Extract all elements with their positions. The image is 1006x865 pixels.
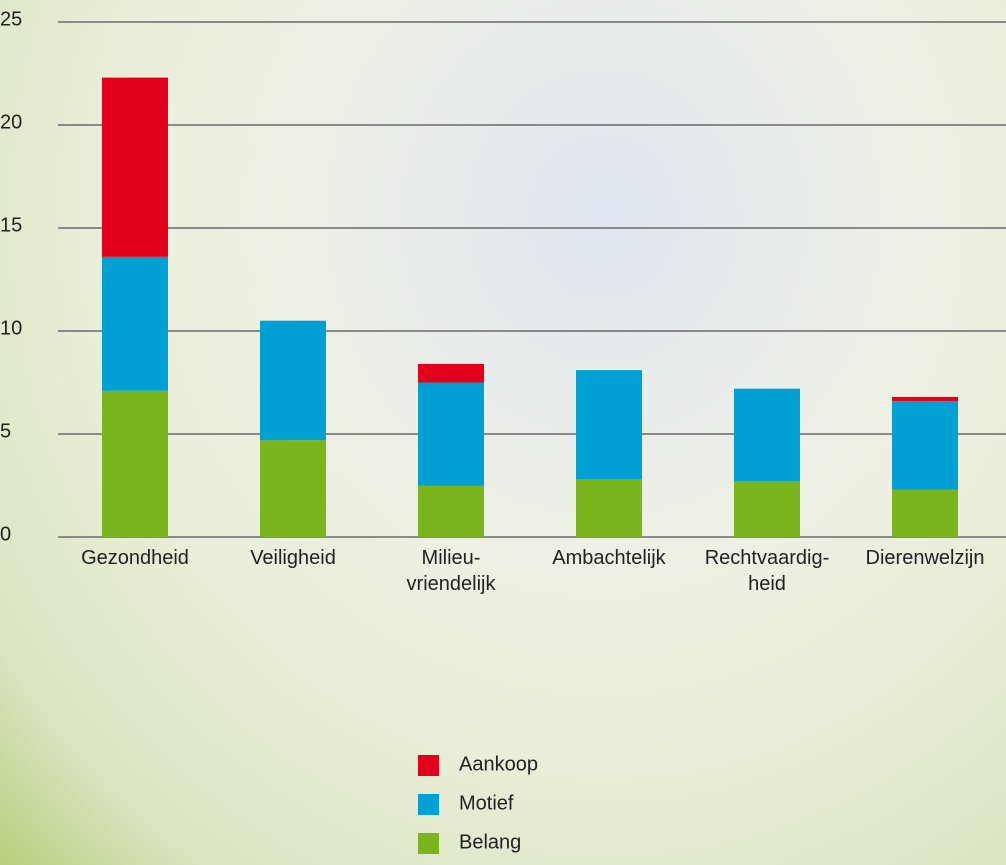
bar-segment bbox=[102, 78, 168, 257]
bar-segment bbox=[260, 321, 326, 440]
x-tick-label: Rechtvaardig- heid bbox=[687, 545, 847, 597]
y-tick-label: 0 bbox=[0, 523, 11, 545]
bar-segment bbox=[892, 490, 958, 537]
bar-segment bbox=[418, 364, 484, 383]
legend-swatch bbox=[418, 755, 439, 776]
bar-segment bbox=[576, 370, 642, 479]
x-tick-label: Veiligheid bbox=[213, 545, 373, 571]
bar-segment bbox=[892, 397, 958, 401]
y-tick-label: 25 bbox=[0, 8, 22, 30]
bar-segment bbox=[734, 389, 800, 482]
x-tick-label: Gezondheid bbox=[55, 545, 215, 571]
bar-segment bbox=[576, 479, 642, 537]
legend-label: Motief bbox=[459, 792, 514, 814]
legend-swatch bbox=[418, 794, 439, 815]
y-tick-label: 20 bbox=[0, 111, 22, 133]
y-tick-label: 5 bbox=[0, 420, 11, 442]
bar-segment bbox=[102, 391, 168, 537]
x-tick-label: Milieu- vriendelijk bbox=[371, 545, 531, 597]
legend-swatch bbox=[418, 833, 439, 854]
bar-segment bbox=[418, 486, 484, 538]
y-tick-label: 15 bbox=[0, 214, 22, 236]
x-tick-label: Dierenwelzijn bbox=[845, 545, 1005, 571]
bar-segment bbox=[734, 481, 800, 537]
legend-label: Aankoop bbox=[459, 753, 538, 775]
bar-segment bbox=[892, 401, 958, 490]
bar-segment bbox=[260, 440, 326, 537]
bar-segment bbox=[418, 383, 484, 486]
chart-canvas: 0 5 10 15 20 25 Belang Motief Aankoop bbox=[0, 0, 1006, 865]
x-tick-label: Ambachtelijk bbox=[529, 545, 689, 571]
bar-segment bbox=[102, 257, 168, 391]
legend-label: Belang bbox=[459, 831, 521, 853]
y-tick-label: 10 bbox=[0, 317, 22, 339]
chart: 0 5 10 15 20 25 Belang Motief Aankoop Gezondheid… bbox=[0, 0, 1006, 865]
